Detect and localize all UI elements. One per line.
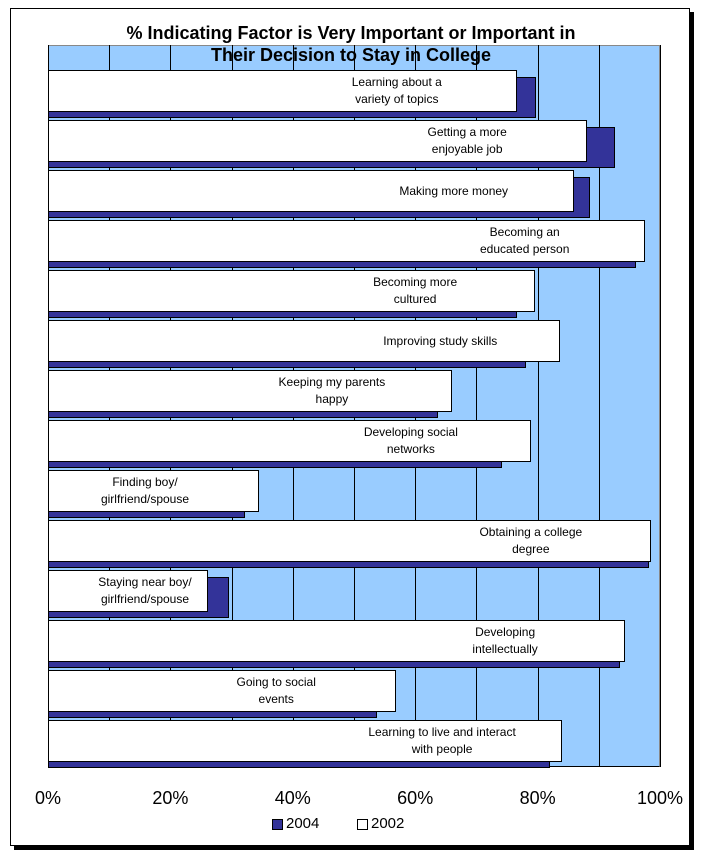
x-tick-label: 0% [34,788,61,808]
chart-title: % Indicating Factor is Very Important or… [126,23,576,65]
bar-label: Improving study skills [383,333,498,348]
grid-line [537,45,539,767]
bar-label: Staying near boy/ girlfriend/spouse [98,575,192,606]
bar-label: Going to social events [236,675,316,706]
grid-line [660,45,661,767]
x-tick-label: 80% [519,788,556,808]
bar [48,270,536,312]
legend-label: 2004 [286,815,320,832]
bar-label: Finding boy/ girlfriend/spouse [100,475,190,506]
bar [48,370,452,412]
bar [48,520,651,562]
bar-label: Getting a more enjoyable job [427,125,507,156]
bar [48,420,531,462]
bar [48,120,588,162]
bar-label: Learning about a variety of topics [351,75,442,106]
bar [48,570,208,612]
grid-line [598,45,600,767]
bar [48,220,645,262]
bar-label: Obtaining a college degree [479,525,583,556]
x-tick-label: 100% [636,788,684,808]
bar-label: Developing social networks [363,425,458,456]
bar-label: Becoming more cultured [373,275,458,306]
bar [48,720,563,762]
bar [48,320,561,362]
legend-label: 2002 [371,815,405,832]
bar [48,70,517,112]
legend-swatch [357,819,368,830]
bar [48,470,260,512]
x-tick-label: 20% [152,788,189,808]
bar [48,620,626,662]
bar [48,670,397,712]
bar [48,170,574,212]
bar-label: Developing intellectually [472,625,538,656]
x-tick-label: 40% [274,788,311,808]
bar-label: Becoming an educated person [479,225,570,256]
bar-label: Keeping my parents happy [278,375,386,406]
legend-swatch [272,819,283,830]
bar-label: Making more money [399,183,509,198]
x-tick-label: 60% [397,788,434,808]
bar-label: Learning to live and interact with peopl… [368,725,516,756]
grid-line [476,45,478,767]
